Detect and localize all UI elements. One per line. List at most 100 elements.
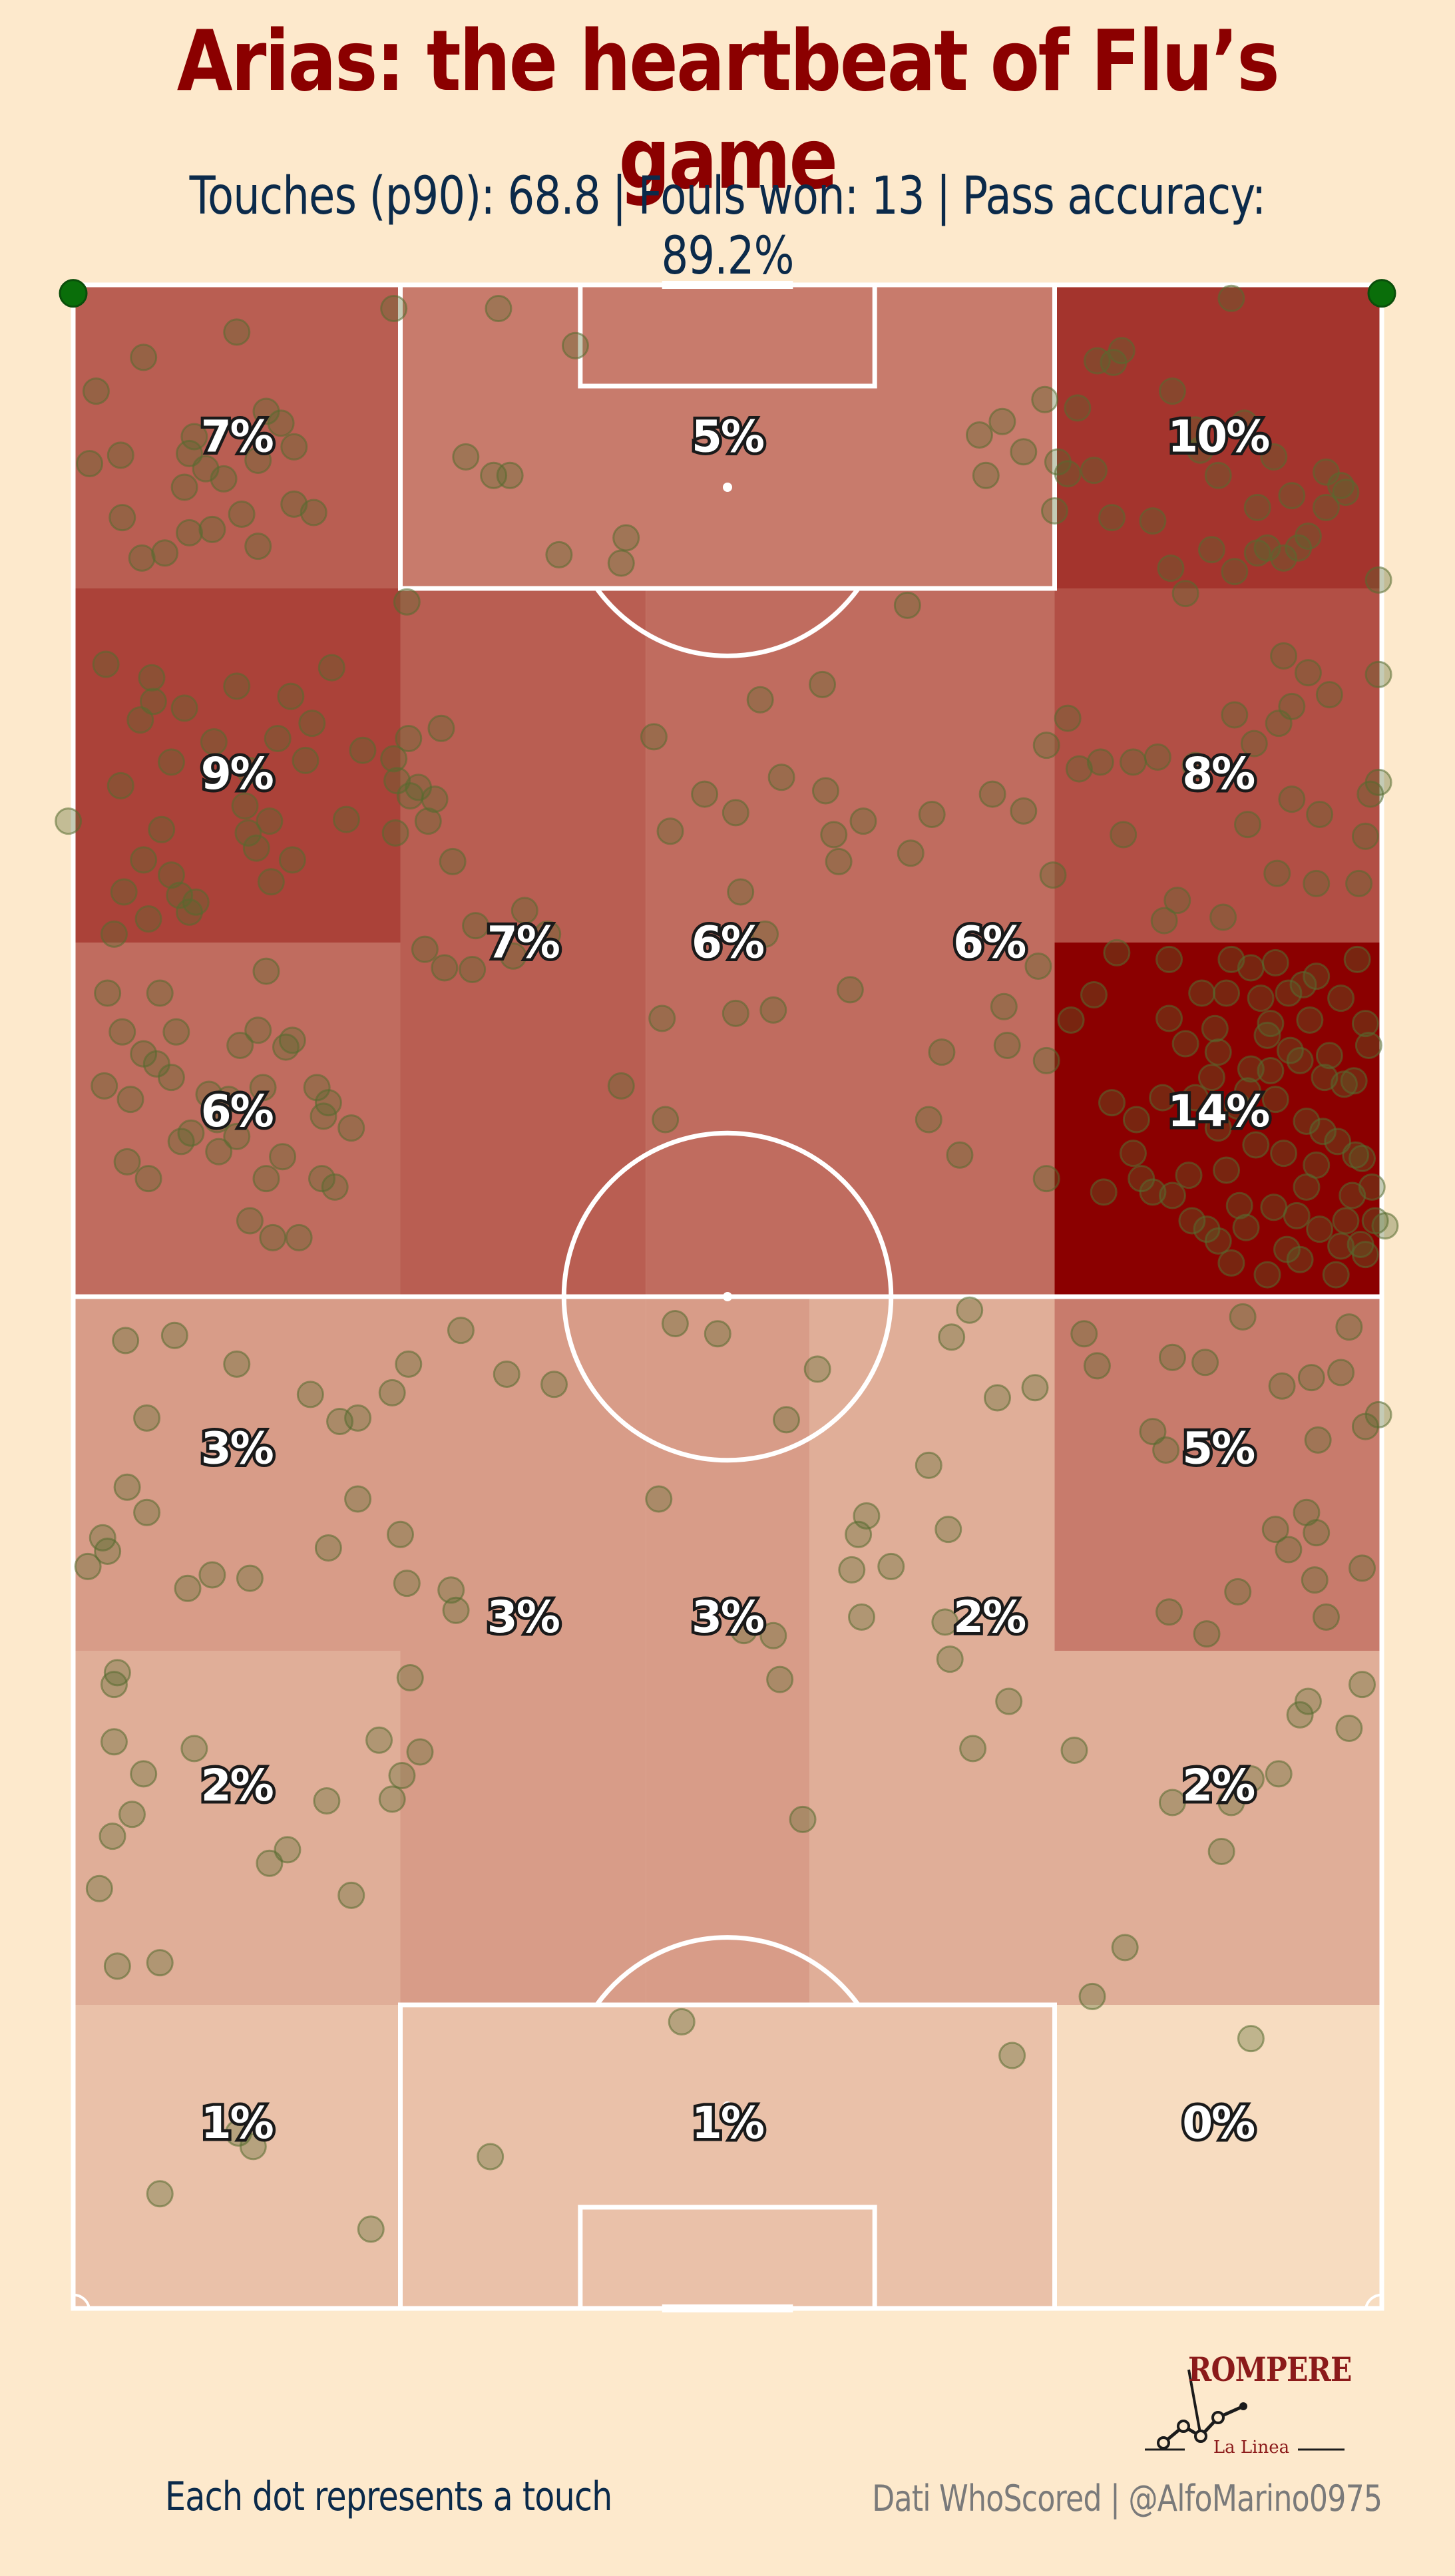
touch-dot bbox=[162, 1018, 190, 1046]
heat-zone bbox=[73, 2005, 401, 2308]
touch-dot bbox=[381, 819, 409, 847]
corner-marker bbox=[59, 279, 88, 308]
zone-label: 2% bbox=[1182, 1760, 1255, 1811]
touch-dot bbox=[877, 1552, 905, 1580]
touch-dot bbox=[1197, 1064, 1225, 1092]
touch-dot bbox=[130, 846, 158, 874]
touch-dot bbox=[1322, 1261, 1350, 1289]
touch-dot bbox=[1039, 861, 1067, 889]
touch-dot bbox=[380, 294, 408, 322]
touch-dot bbox=[759, 1621, 787, 1649]
touch-dot bbox=[1345, 869, 1373, 897]
touch-dot bbox=[511, 897, 538, 925]
touch-dot bbox=[1354, 1032, 1382, 1060]
touch-dot bbox=[766, 1665, 794, 1693]
touch-dot bbox=[1201, 1014, 1229, 1042]
touch-dot bbox=[849, 807, 877, 835]
touch-dot bbox=[296, 1381, 324, 1408]
touch-dot bbox=[393, 1570, 421, 1598]
touch-dot bbox=[231, 792, 259, 820]
touch-dot bbox=[1276, 1036, 1304, 1064]
touch-dot bbox=[160, 1321, 188, 1349]
zone-label: 7% bbox=[201, 411, 274, 463]
touch-dot bbox=[180, 1735, 208, 1763]
touch-dot bbox=[411, 935, 439, 963]
corner-marker bbox=[1367, 279, 1396, 308]
touch-dot bbox=[395, 724, 423, 752]
touch-dot bbox=[1312, 458, 1340, 486]
touch-dot bbox=[1217, 1789, 1245, 1817]
touch-dot bbox=[1312, 1603, 1340, 1631]
touch-dot bbox=[442, 1596, 470, 1624]
touch-dot bbox=[256, 807, 284, 835]
touch-dot bbox=[648, 1004, 676, 1032]
heat-zone bbox=[1054, 1651, 1382, 2005]
touch-dot bbox=[1339, 1181, 1366, 1209]
touch-dot bbox=[1158, 1343, 1186, 1371]
bottom-penalty-arc bbox=[594, 1935, 861, 2007]
corner-arc bbox=[1364, 2293, 1382, 2309]
touch-dot bbox=[170, 694, 198, 722]
touch-dot bbox=[1175, 1162, 1203, 1189]
zone-label: 10% bbox=[1167, 411, 1269, 463]
touch-dot bbox=[1181, 751, 1209, 779]
touch-dot bbox=[274, 1836, 302, 1864]
touch-dot bbox=[1078, 1982, 1106, 2010]
touch-dot bbox=[74, 1552, 102, 1580]
touch-dot bbox=[142, 1050, 170, 1078]
center-spot bbox=[723, 1292, 732, 1301]
touch-dot bbox=[406, 1738, 434, 1766]
heat-zone bbox=[400, 588, 646, 1297]
touch-dot bbox=[1261, 1086, 1289, 1114]
touch-dot bbox=[175, 439, 203, 467]
touch-dot bbox=[278, 846, 306, 874]
touch-dot bbox=[1163, 887, 1191, 915]
touch-dot bbox=[1303, 869, 1331, 897]
touch-dot bbox=[1171, 580, 1199, 608]
touch-dot bbox=[244, 1016, 272, 1044]
touch-dot bbox=[365, 1726, 393, 1754]
touch-dot bbox=[645, 1485, 673, 1513]
touch-dots bbox=[55, 279, 1399, 2243]
touch-dot bbox=[1237, 954, 1265, 982]
touch-dot bbox=[1294, 1687, 1322, 1715]
touch-dot bbox=[993, 1032, 1021, 1060]
touch-dot bbox=[691, 780, 719, 808]
touch-dot bbox=[1139, 507, 1167, 535]
touch-dot bbox=[990, 992, 1018, 1020]
touch-dot bbox=[998, 2041, 1026, 2069]
touch-dot bbox=[205, 1138, 233, 1166]
touch-dot bbox=[308, 1165, 336, 1193]
touch-dot bbox=[836, 976, 864, 1004]
touch-dot bbox=[198, 1561, 226, 1589]
touch-dot bbox=[789, 1805, 817, 1833]
zone-label: 8% bbox=[1182, 748, 1255, 799]
touch-dot bbox=[437, 1576, 465, 1604]
touch-dot bbox=[134, 1165, 162, 1193]
zone-label: 3% bbox=[487, 1592, 560, 1643]
touch-dot bbox=[210, 465, 238, 493]
touch-dot bbox=[652, 1106, 680, 1134]
touch-dot bbox=[1010, 438, 1038, 466]
touch-dot bbox=[1149, 1084, 1177, 1112]
touch-dot bbox=[534, 920, 562, 948]
touch-dot bbox=[166, 881, 194, 909]
heat-zone bbox=[400, 2005, 1055, 2308]
touch-dot bbox=[931, 1608, 959, 1636]
touch-dot bbox=[668, 2008, 696, 2036]
touch-dot bbox=[1306, 1215, 1334, 1243]
touch-dot bbox=[493, 1361, 520, 1389]
touch-dot bbox=[540, 1371, 568, 1398]
touch-dot bbox=[177, 1119, 205, 1147]
stat-separator: | bbox=[936, 166, 951, 226]
touch-dot bbox=[1273, 1235, 1301, 1263]
touch-dot bbox=[1265, 710, 1293, 738]
touch-dot bbox=[1278, 785, 1306, 813]
touch-dot bbox=[1150, 907, 1178, 935]
touch-dot bbox=[1221, 701, 1249, 729]
top-penalty-arc bbox=[594, 586, 861, 658]
touch-dot bbox=[983, 1384, 1011, 1412]
touch-dot bbox=[200, 728, 228, 756]
stat-touches: Touches (p90): 68.8 bbox=[189, 166, 601, 226]
touch-dot bbox=[1257, 1057, 1285, 1085]
